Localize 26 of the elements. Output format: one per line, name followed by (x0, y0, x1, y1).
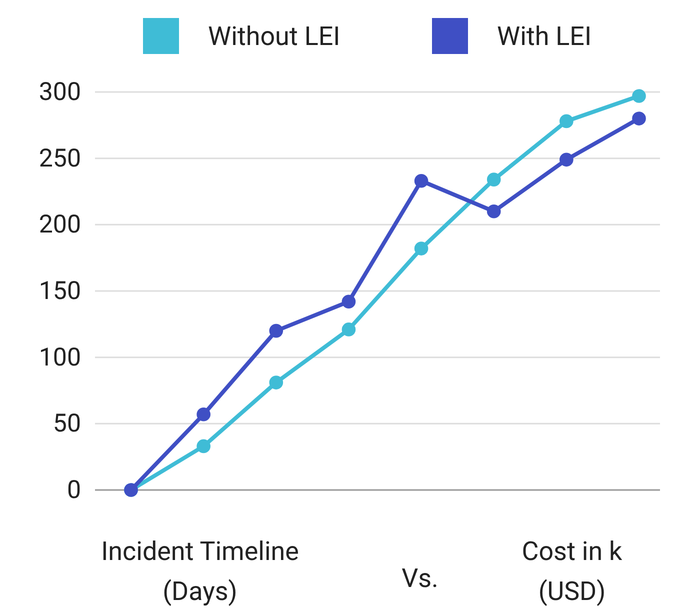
y-tick-label: 150 (38, 277, 81, 306)
point (632, 112, 646, 126)
y-tick-label: 0 (66, 476, 81, 505)
point (486, 172, 501, 186)
y-tick-label: 300 (38, 78, 81, 107)
legend-label: Without LEI (208, 22, 340, 52)
text: Cost in k (USD) (522, 537, 624, 607)
point (196, 439, 210, 454)
y-tick-label: 250 (38, 144, 81, 174)
point (560, 152, 574, 167)
point (632, 89, 646, 103)
point (269, 324, 284, 338)
point (560, 114, 574, 128)
point (342, 294, 356, 309)
point (414, 242, 428, 256)
text: Incident Timeline (Days) (101, 537, 299, 607)
point (269, 376, 284, 390)
point (486, 204, 501, 218)
y-tick-label: 100 (38, 343, 81, 372)
legend-label: With LEI (497, 22, 592, 52)
point (342, 322, 356, 336)
point (196, 407, 210, 422)
text: Vs. (402, 564, 438, 594)
y-tick-label: 50 (52, 410, 81, 439)
y-tick-label: 200 (38, 210, 81, 240)
point (414, 174, 428, 188)
